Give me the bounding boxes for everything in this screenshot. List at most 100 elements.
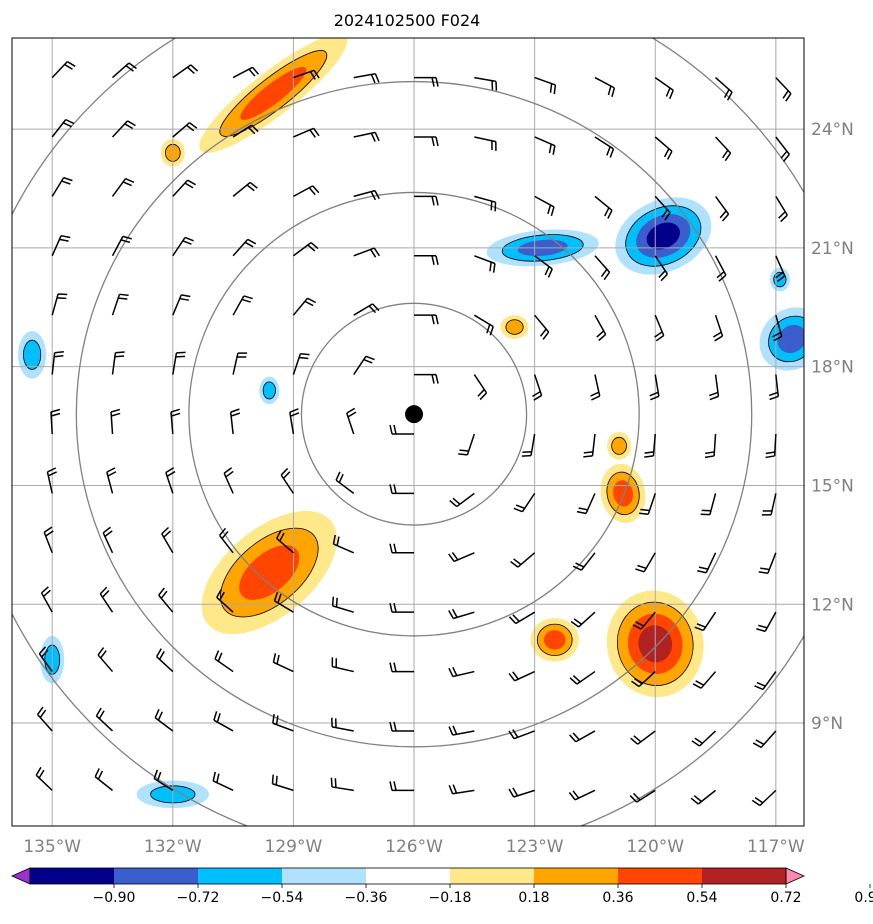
wind-barb-flag [448,553,455,562]
lat-tick-label: 24°N [811,120,854,140]
wind-barb-flag [448,610,454,619]
wind-barb-flag [389,543,393,553]
wind-barb-flag [769,395,779,401]
wind-barb-flag [221,530,229,540]
wind-barb-flag [212,771,217,782]
map-frame [11,37,805,827]
colorbar-swatch [618,868,702,884]
wind-barb-flag [576,510,587,515]
wind-barb-flag [449,500,458,508]
wind-barb-flag [213,711,218,721]
wind-barb-flag [451,608,458,618]
wind-barb-flag [603,271,611,281]
wind-barb-flag [716,271,725,279]
wind-barb-flag [778,211,786,219]
wind-barb-flag [663,148,670,158]
wind-barb-flag [312,185,320,194]
wind-barb-flag [247,238,257,245]
lon-tick-label: 132°W [144,837,202,857]
wind-barb-flag [189,122,198,129]
wind-barb-flag [508,730,515,740]
wind-barb-flag [347,411,357,418]
wind-barb-flag [660,273,668,282]
lon-tick-label: 126°W [385,837,443,857]
wind-barb-flag [632,624,642,630]
wind-barb-flag [637,564,647,570]
colorbar-tick-label: 0.54 [686,890,717,906]
wind-barb-flag [170,408,181,413]
wind-barb-flag [760,567,770,571]
wind-barb-flag [533,394,542,401]
wind-barbs [35,60,792,807]
lat-tick-label: 9°N [811,714,843,734]
wind-barb-flag [452,725,458,735]
wind-barb-flag [244,241,254,248]
wind-barb-flag [335,597,338,608]
wind-barb-flag [47,471,57,477]
wind-barb-flag [60,234,71,239]
wind-barb-flag [39,709,47,718]
wind-barb-flag [275,775,278,786]
wind-barb-flag [128,62,137,70]
lon-tick-label: 117°W [747,837,805,857]
wind-barb-flag [363,358,373,364]
wind-barb-flag [102,526,111,534]
wind-barb-flag [644,455,654,458]
wind-barb-flag [47,467,57,473]
wind-barb-flag [54,350,64,354]
wind-barb-flag [214,650,220,660]
wind-barb-flag [38,769,45,779]
wind-barb-flag [122,181,132,187]
wind-barb-flag [95,707,102,717]
wind-barb-flag [782,153,790,162]
wind-barb-flag [94,768,100,778]
wind-barb-flag [452,784,458,794]
contour-patch [544,630,566,650]
wind-barb-flag [631,680,640,688]
wind-barb-flag [569,734,577,743]
wind-barb-flag [187,179,197,186]
wind-barb-flag [640,508,650,512]
wind-barb-flag [712,331,722,338]
wind-barb-flag [38,646,47,655]
wind-barb-flag [758,571,768,575]
wind-barb-flag [272,714,275,724]
wind-barb-flag [572,790,580,799]
wind-barb-flag [219,527,227,536]
wind-barb-flag [289,408,299,413]
colorbar-swatch [30,868,114,884]
wind-barb-flag [510,560,519,568]
wind-barb-flag [127,120,136,127]
wind-barb-flag [216,589,222,598]
wind-barb-flag [346,407,356,414]
wind-barb-flag [591,395,601,401]
wind-barb-flag [573,618,583,625]
wind-barb-flag [696,623,706,628]
wind-barb-flag [629,795,638,803]
wind-barb-flag [690,797,699,805]
contour-patch [505,319,524,335]
colorbar-tick-label: 0.18 [518,890,549,906]
colorbar-swatch [114,868,198,884]
wind-barb-flag [773,335,783,342]
wind-barb-flag [61,180,71,185]
wind-barb-flag [552,145,556,155]
wind-barb-flag [532,391,541,398]
colorbar-tick-label: 0.72 [770,890,801,906]
colorbar-tick-label: −0.36 [345,890,388,906]
wind-barb-flag [271,774,274,784]
wind-barb-flag [251,124,259,133]
wind-barb-flag [276,654,280,665]
wind-barb-flag [692,683,702,689]
wind-barb-flag [435,374,439,384]
range-ring [75,80,753,748]
wind-barb-flag [513,558,522,566]
wind-barb-flag [114,355,125,358]
wind-barb-flag [104,530,113,538]
wind-barb-flag [718,274,727,282]
wind-barb-flag [512,614,520,622]
wind-barb-flag [583,451,594,454]
wind-barb-flag [668,89,674,100]
wind-barb-flag [42,589,51,597]
